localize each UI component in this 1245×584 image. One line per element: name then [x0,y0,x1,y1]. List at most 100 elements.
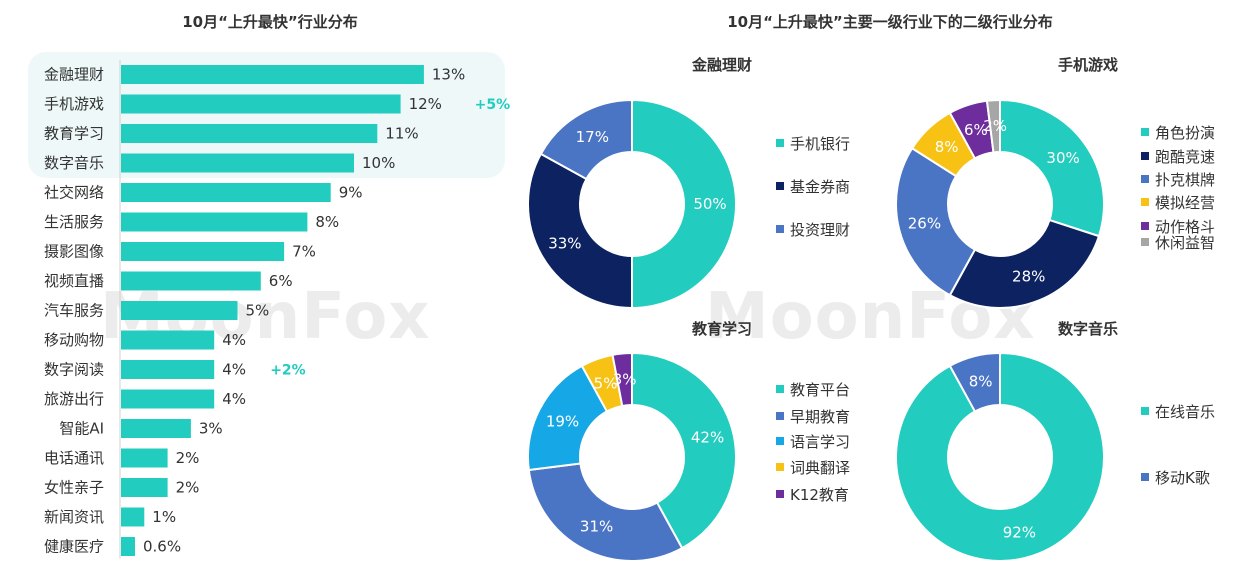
donut-slice [999,98,1105,238]
donut-slice [527,152,633,310]
legend-swatch [1141,238,1149,246]
bar [121,330,215,350]
legend-label: 早期教育 [790,408,850,426]
donut-title-music: 数字音乐 [1058,320,1118,338]
donut-slice [527,462,684,562]
bar-category-label: 教育学习 [44,125,104,143]
donut-slice-label: 33% [548,235,581,253]
bar-value-label: 11% [385,125,418,143]
bar-category-label: 社交网络 [44,184,104,202]
legend-swatch [1141,222,1149,230]
donut-slice [631,98,737,310]
donut-slice [985,98,1001,154]
donut-slice-label: 19% [546,413,579,431]
legend-swatch [1141,152,1149,160]
donut-slice-label: 17% [576,128,609,146]
legend-label: 跑酷竞速 [1155,148,1215,166]
legend-label: 语言学习 [790,433,850,451]
donut-slice-label: 3% [613,370,637,388]
legend-label: 在线音乐 [1155,403,1215,421]
bar-value-label: 2% [176,449,200,467]
legend-swatch [1141,128,1149,136]
donut-slice [539,98,633,181]
donut-slice-label: 8% [935,138,959,156]
donut-slice-label: 6% [964,121,988,139]
legend-label: K12教育 [790,486,849,504]
bar-category-label: 新闻资讯 [44,508,104,526]
bar-value-label: 6% [269,272,293,290]
bar-category-label: 摄影图像 [44,243,104,261]
bar [121,419,191,438]
legend-label: 动作格斗 [1155,218,1215,236]
donut-title-finance: 金融理财 [691,56,752,74]
donut-title-education: 教育学习 [691,320,752,338]
donut-slice-label: 92% [1003,524,1036,542]
legend-swatch [776,437,784,445]
donut-slice-label: 8% [969,372,993,390]
bar [121,242,285,261]
left-chart-title: 10月“上升最快”行业分布 [182,13,358,31]
bar-category-label: 旅游出行 [44,390,104,408]
donut-slice-label: 50% [693,195,726,213]
donut-slice-label: 5% [594,375,618,393]
legend-label: 休闲益智 [1155,234,1215,252]
bar-category-label: 金融理财 [44,66,104,84]
right-chart-title: 10月“上升最快”主要一级行业下的二级行业分布 [727,13,1053,31]
legend-swatch [776,225,784,233]
legend-swatch [1141,407,1149,415]
legend-swatch [776,412,784,420]
bar-value-label: 9% [339,184,363,202]
bar-growth-annotation: +2% [270,363,306,379]
bar-category-label: 智能AI [59,420,104,438]
donut-slice-label: 31% [580,517,613,535]
bar-value-label: 5% [246,302,270,320]
bar-value-label: 3% [199,420,223,438]
donut-slice-label: 26% [908,214,941,232]
bar-value-label: 13% [432,66,465,84]
legend-label: 手机银行 [790,135,850,153]
bar-value-label: 12% [409,95,442,113]
bar [121,448,168,468]
legend-swatch [776,139,784,147]
legend-label: 扑克棋牌 [1155,171,1215,189]
bar-category-label: 生活服务 [44,213,104,231]
bar [121,478,168,497]
legend-label: 移动K歌 [1155,469,1210,487]
bar-category-label: 移动购物 [44,331,104,349]
donut-slice-label: 42% [691,429,724,447]
bar-category-label: 女性亲子 [44,479,104,497]
donut-slice-label: 30% [1046,149,1079,167]
donut-slice [611,351,633,408]
legend-swatch [1141,198,1149,206]
bar-value-label: 10% [362,154,395,172]
bar-value-label: 4% [222,361,246,379]
legend-swatch [776,463,784,471]
bar-category-label: 手机游戏 [44,95,104,113]
donut-slice-label: 28% [1012,268,1045,286]
bar-value-label: 2% [176,479,200,497]
bar [121,537,135,556]
legend-swatch [1141,175,1149,183]
legend-swatch [1141,473,1149,481]
donut-slice-label: 2% [983,117,1007,135]
bar-category-label: 电话通讯 [44,449,104,467]
bar-value-label: 8% [315,213,339,231]
bar [121,65,424,84]
donut-slice [631,351,737,550]
legend-swatch [776,182,784,190]
bar-category-label: 数字音乐 [44,154,104,172]
donut-slice [895,351,1105,562]
bar [121,183,331,202]
legend-swatch [776,490,784,498]
legend-label: 投资理财 [790,221,850,239]
bar-value-label: 7% [292,243,316,261]
legend-label: 基金券商 [790,178,850,196]
bar [121,360,215,379]
bar-category-label: 汽车服务 [44,302,104,320]
bar-growth-annotation: +5% [475,97,511,113]
donut-slice [948,218,1101,309]
bar-category-label: 数字阅读 [44,361,104,379]
bar [121,389,215,409]
bar [121,507,145,527]
